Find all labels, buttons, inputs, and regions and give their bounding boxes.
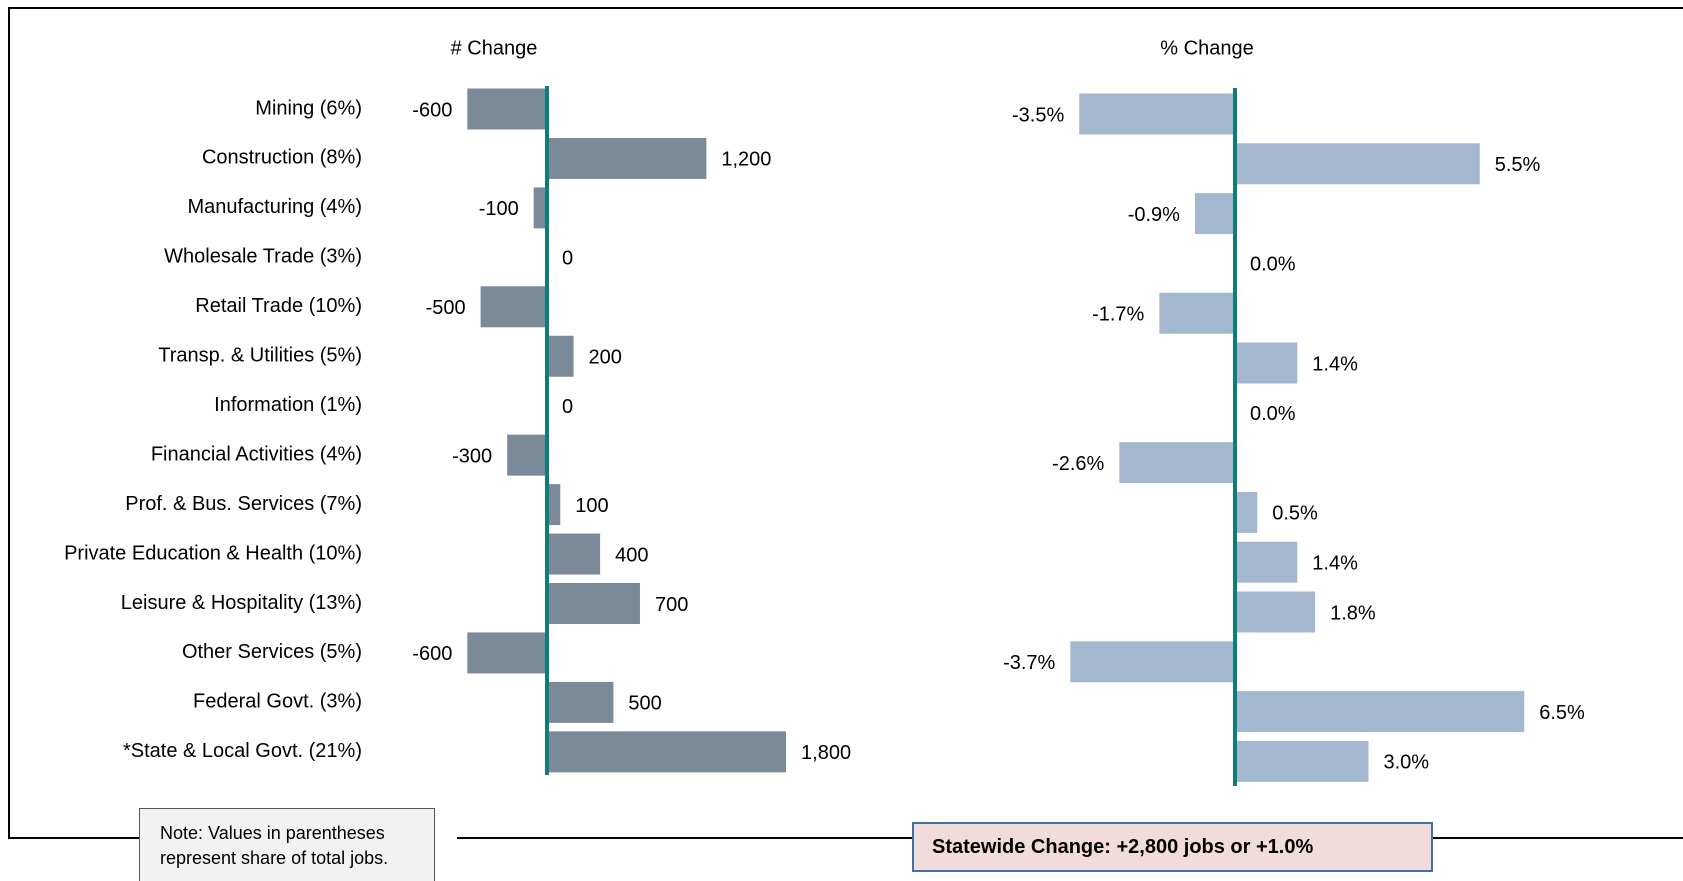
bar	[1070, 641, 1235, 683]
category-label: Wholesale Trade (3%)	[164, 246, 362, 268]
bar	[480, 286, 547, 328]
value-label: 100	[575, 495, 608, 517]
bar	[547, 533, 601, 575]
bar	[1235, 691, 1525, 733]
note: Note: Values in parentheses represent sh…	[139, 808, 435, 881]
bar	[1235, 143, 1480, 185]
value-label: -300	[452, 445, 492, 467]
bar	[467, 88, 547, 130]
bar	[1235, 491, 1258, 533]
category-label: Other Services (5%)	[182, 641, 362, 663]
bar	[1159, 292, 1235, 334]
value-label: 6.5%	[1539, 702, 1585, 724]
value-label: 200	[589, 347, 622, 369]
value-label: -3.7%	[1003, 652, 1055, 674]
category-label: Leisure & Hospitality (13%)	[121, 592, 362, 614]
bar	[547, 484, 561, 526]
category-label: *State & Local Govt. (21%)	[123, 740, 362, 762]
bar	[1235, 541, 1298, 583]
value-label: 1.4%	[1312, 353, 1358, 375]
value-label: 500	[628, 693, 661, 715]
value-label: -1.7%	[1092, 303, 1144, 325]
value-label: -3.5%	[1012, 104, 1064, 126]
bar	[547, 731, 787, 773]
value-label: -100	[479, 198, 519, 220]
bar	[1235, 740, 1369, 782]
bar	[547, 681, 614, 723]
value-label: -0.9%	[1128, 204, 1180, 226]
category-label: Transp. & Utilities (5%)	[158, 345, 362, 367]
bar	[547, 335, 574, 377]
category-label: Private Education & Health (10%)	[64, 542, 362, 564]
category-label: Mining (6%)	[255, 97, 362, 119]
value-label: 700	[655, 594, 688, 616]
value-label: 1.4%	[1312, 552, 1358, 574]
statewide-change: Statewide Change: +2,800 jobs or +1.0%	[912, 822, 1433, 872]
value-label: 3.0%	[1384, 752, 1430, 774]
chart-title: % Change	[1160, 37, 1253, 59]
bar	[547, 137, 707, 179]
category-label: Retail Trade (10%)	[195, 295, 362, 317]
value-label: 5.5%	[1495, 154, 1541, 176]
frame	[8, 7, 1683, 839]
category-label: Construction (8%)	[202, 147, 362, 169]
value-label: 1,200	[721, 149, 771, 171]
category-label: Federal Govt. (3%)	[193, 691, 362, 713]
value-label: -600	[412, 99, 452, 121]
category-label: Information (1%)	[214, 394, 362, 416]
bar	[1235, 591, 1316, 633]
bar	[1079, 93, 1235, 135]
category-label: Prof. & Bus. Services (7%)	[125, 493, 362, 515]
category-label: Manufacturing (4%)	[187, 196, 362, 218]
bar	[533, 187, 547, 229]
chart-title: # Change	[451, 37, 538, 59]
bar	[467, 632, 547, 674]
bar	[1119, 442, 1235, 484]
value-label: 0.5%	[1272, 503, 1318, 525]
value-label: 0.0%	[1250, 403, 1296, 425]
bar	[1194, 193, 1235, 235]
bar	[507, 434, 547, 476]
value-label: 0.0%	[1250, 254, 1296, 276]
value-label: 1.8%	[1330, 602, 1376, 624]
value-label: -2.6%	[1052, 453, 1104, 475]
bar	[1235, 342, 1298, 384]
value-label: 0	[562, 248, 573, 270]
value-label: 400	[615, 544, 648, 566]
value-label: 0	[562, 396, 573, 418]
category-label: Financial Activities (4%)	[151, 443, 362, 465]
bar	[547, 583, 640, 624]
value-label: 1,800	[801, 742, 851, 764]
value-label: -500	[426, 297, 466, 319]
value-label: -600	[412, 643, 452, 665]
